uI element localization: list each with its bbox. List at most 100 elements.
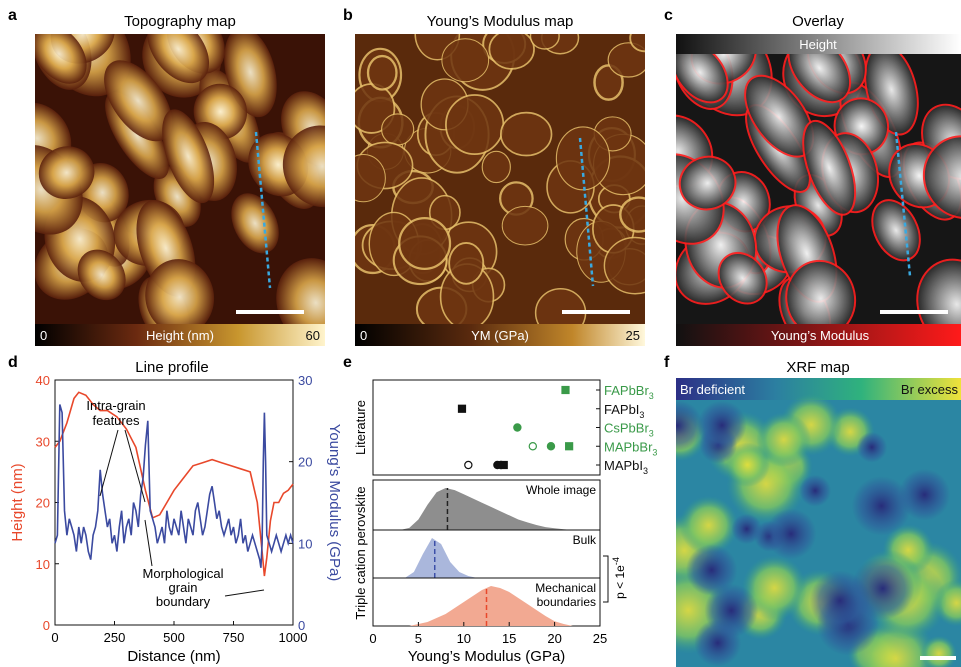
xrf-deficient-region <box>676 400 703 452</box>
y-tick-label: 30 <box>36 434 50 449</box>
literature-point <box>561 385 570 395</box>
colorbar-c-modulus <box>676 324 961 346</box>
significance-label: p < 1e-4 <box>611 557 627 599</box>
height-series-line <box>54 391 294 577</box>
y-tick-label: 0 <box>43 618 50 633</box>
x-tick-label: 20 <box>547 631 561 646</box>
grain-cell <box>629 34 645 53</box>
annotation-arrow <box>224 589 265 597</box>
xrf-deficient-region <box>765 508 817 560</box>
grain <box>145 259 215 324</box>
x-tick-label: 25 <box>593 631 607 646</box>
grain <box>231 193 279 254</box>
x-tick-label: 250 <box>104 630 126 645</box>
category-label: MAPbBr3 <box>604 439 657 457</box>
xrf-rich-region <box>741 555 807 621</box>
colorbar-f-right-label: Br excess <box>901 382 959 397</box>
x-tick-label: 0 <box>51 630 58 645</box>
colorbar-a-label: Height (nm) <box>146 328 214 343</box>
literature-frame <box>372 379 601 476</box>
category-label: FAPbBr3 <box>604 383 654 401</box>
panel-e-letter: e <box>343 354 352 371</box>
literature-point <box>464 460 473 470</box>
literature-point <box>546 442 556 451</box>
modulus-series-line <box>54 404 294 568</box>
annotation-arrow <box>99 429 119 497</box>
panel-b-title: Young’s Modulus map <box>427 13 574 30</box>
grain-cell <box>481 150 511 184</box>
grain-cell <box>448 241 485 285</box>
distribution-area <box>400 488 573 530</box>
y-tick-label: 20 <box>36 496 50 511</box>
grain-cell <box>381 113 415 146</box>
xrf-rich-region <box>756 412 812 468</box>
profile-line-c <box>894 131 912 277</box>
distribution-name-line1: Mechanical <box>535 581 596 595</box>
colorbar-c-modulus-label: Young’s Modulus <box>771 328 870 343</box>
xrf-image <box>676 393 961 667</box>
grain <box>147 34 210 84</box>
grain <box>678 155 737 211</box>
panel-a-title: Topography map <box>124 13 236 30</box>
grain <box>802 119 857 216</box>
grain-cell <box>619 196 645 233</box>
grain <box>162 109 215 204</box>
annotation-arrow <box>144 519 153 567</box>
grain-cell <box>445 94 505 156</box>
panel-b-letter: b <box>343 7 353 24</box>
grain <box>276 258 325 324</box>
grain-cell <box>441 38 490 83</box>
panel-c-title: Overlay <box>792 13 844 30</box>
literature-point <box>457 404 467 413</box>
overlay-image <box>676 54 961 324</box>
xrf-rich-region <box>679 495 739 555</box>
y-tick-label: 10 <box>36 557 50 572</box>
grain <box>77 249 126 301</box>
grain-cell <box>355 153 386 203</box>
literature-ylabel: Literature <box>353 400 368 455</box>
scale-bar-f <box>920 656 956 660</box>
xrf-deficient-region <box>851 556 915 621</box>
grain <box>785 259 857 324</box>
x-axis-label: Young’s Modulus (GPa) <box>408 648 566 665</box>
topography-image <box>35 34 325 324</box>
colorbar-c-height-label: Height <box>799 37 837 52</box>
category-label: CsPbBr3 <box>604 421 654 439</box>
y-tick-label: 40 <box>36 373 50 388</box>
panel-f: f XRF map Br deficient Br excess <box>664 354 961 667</box>
grain <box>922 135 961 220</box>
grain <box>717 251 768 305</box>
literature-point <box>528 442 538 451</box>
panel-d-title: Line profile <box>135 359 208 376</box>
grain-cell <box>555 126 611 191</box>
colorbar-a <box>35 324 325 346</box>
annotation-intra-grain-line1: Intra-grain <box>86 398 145 413</box>
profile-line-a <box>254 131 272 289</box>
panel-b: b Young’s Modulus map 0 YM (GPa) 25 <box>343 7 645 346</box>
annotation-boundary-line3: boundary <box>156 594 211 609</box>
scale-bar-a <box>236 310 304 314</box>
xrf-deficient-region <box>851 476 912 536</box>
distribution-name: Bulk <box>573 533 597 547</box>
colorbar-a-min: 0 <box>40 328 47 343</box>
colorbar-b-label: YM (GPa) <box>471 328 529 343</box>
grain <box>282 125 325 208</box>
xrf-deficient-region <box>898 468 951 521</box>
xrf-deficient-region <box>799 474 832 507</box>
colorbar-a-max: 60 <box>306 328 320 343</box>
category-label: MAPbI3 <box>604 458 648 476</box>
panel-a-letter: a <box>8 7 17 24</box>
distribution-name: Whole image <box>526 483 596 497</box>
literature-point <box>499 460 508 470</box>
x-axis-label: Distance (nm) <box>127 648 220 665</box>
x-tick-label: 750 <box>223 630 245 645</box>
grain-cell <box>529 34 560 50</box>
distribution-area <box>409 586 573 626</box>
significance-bracket <box>603 555 609 603</box>
colorbar-b <box>355 324 645 346</box>
y2-tick-label: 20 <box>298 455 312 470</box>
x-tick-label: 5 <box>415 631 422 646</box>
grain-cell <box>603 236 645 295</box>
scale-bar-b <box>562 310 630 314</box>
x-tick-label: 1000 <box>279 630 308 645</box>
